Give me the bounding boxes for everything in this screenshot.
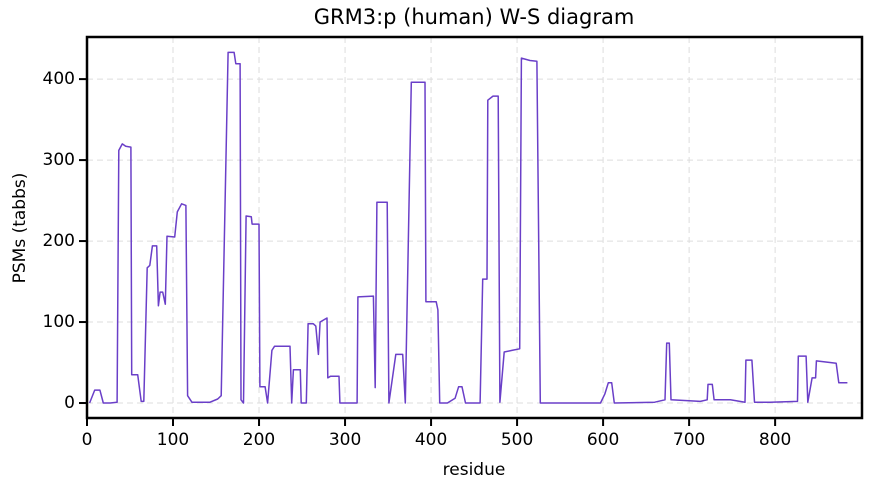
x-tick-label: 300 bbox=[329, 430, 361, 450]
x-tick-label: 200 bbox=[243, 430, 275, 450]
x-tick-label: 700 bbox=[673, 430, 705, 450]
y-tick-label: 400 bbox=[43, 69, 75, 89]
grid bbox=[86, 37, 862, 418]
x-tick-label: 0 bbox=[82, 430, 93, 450]
x-tick-label: 100 bbox=[157, 430, 189, 450]
x-tick-label: 800 bbox=[759, 430, 791, 450]
plot-frame bbox=[85, 35, 864, 420]
y-tick-label: 300 bbox=[43, 150, 75, 170]
x-axis-label: residue bbox=[443, 460, 506, 480]
x-tick-label: 500 bbox=[501, 430, 533, 450]
x-tick-label: 400 bbox=[415, 430, 447, 450]
y-tick-label: 0 bbox=[64, 393, 75, 413]
y-axis-label: PSMs (tabbs) bbox=[10, 173, 30, 284]
y-tick-label: 200 bbox=[43, 231, 75, 251]
y-tick-label: 100 bbox=[43, 312, 75, 332]
chart-title: GRM3:p (human) W-S diagram bbox=[314, 5, 635, 29]
data-line bbox=[88, 51, 848, 404]
plot bbox=[88, 51, 848, 404]
x-tick-label: 600 bbox=[587, 430, 619, 450]
